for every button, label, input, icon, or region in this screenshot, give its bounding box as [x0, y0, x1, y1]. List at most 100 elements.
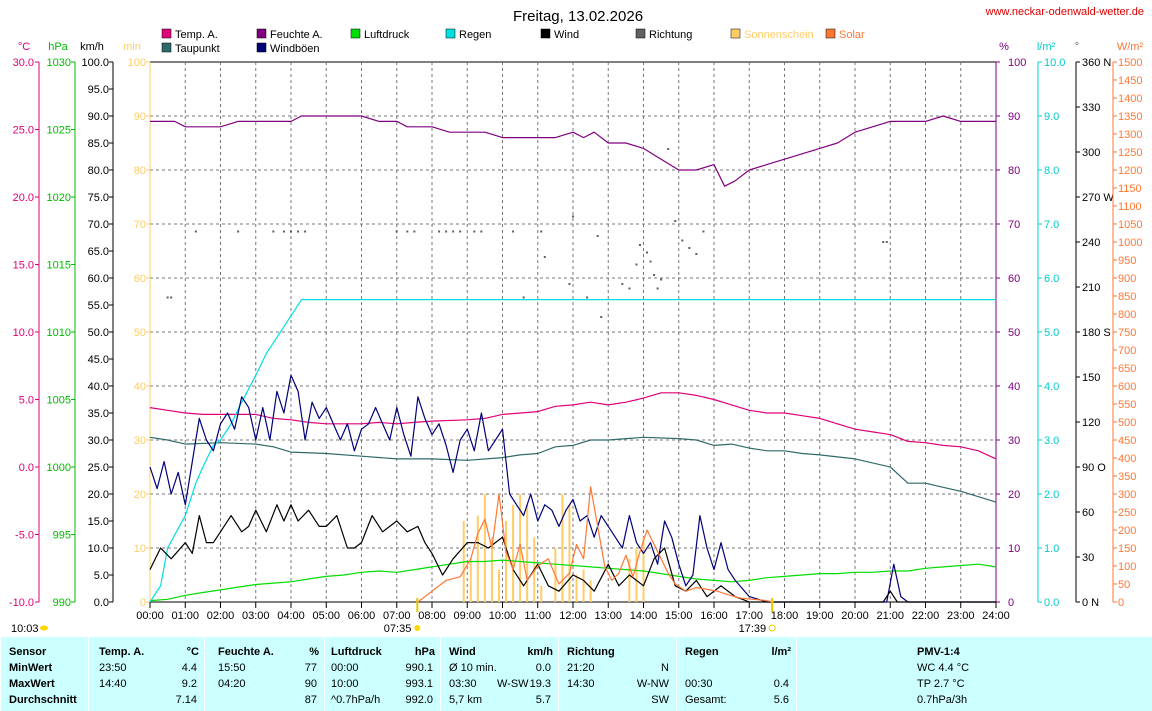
sunshine-bar — [519, 494, 522, 602]
solar-tick-label: 600 — [1118, 381, 1136, 393]
legend-label: Windböen — [270, 43, 320, 55]
wind-tick-label: 25.0 — [88, 462, 109, 474]
sun-tick-label: 30 — [134, 435, 146, 447]
pressure-tick-label: 1005 — [47, 395, 71, 407]
direction-point — [512, 230, 515, 233]
solar-tick-label: 1150 — [1118, 183, 1142, 195]
sunshine-bar — [540, 585, 543, 602]
table-header: Luftdruck — [331, 646, 382, 658]
rain-tick-label: 5.0 — [1044, 327, 1059, 339]
direction-point — [413, 230, 416, 233]
table-cell: 03:30 — [449, 678, 477, 690]
legend-label: Solar — [839, 29, 865, 41]
unit-pressure: hPa — [48, 41, 68, 53]
x-tick-label: 11:00 — [524, 610, 551, 622]
direction-point — [282, 230, 285, 233]
table-cell: 15:50 — [218, 662, 246, 674]
sun-tick-label: 20 — [134, 489, 146, 501]
rain-tick-label: 7.0 — [1044, 219, 1059, 231]
direction-point — [656, 287, 659, 290]
table-cell: 0.7hPa/3h — [917, 694, 968, 706]
humidity-tick-label: 60 — [1008, 273, 1020, 285]
x-tick-label: 19:00 — [806, 610, 834, 622]
legend-swatch — [635, 28, 646, 39]
left-axes: 30.025.020.015.010.05.00.0-5.0-10.010301… — [9, 57, 151, 609]
current-time-label: 10:03 — [11, 623, 39, 635]
legend-label: Richtung — [649, 29, 692, 41]
wind-tick-label: 90.0 — [88, 111, 109, 123]
wind-tick-label: 40.0 — [88, 381, 109, 393]
website-link[interactable]: www.neckar-odenwald-wetter.de — [985, 6, 1144, 18]
direction-point — [667, 148, 670, 150]
direction-point — [635, 263, 638, 266]
series-windb-en — [149, 374, 996, 603]
direction-point — [653, 274, 656, 276]
sunset-label: 17:39 — [739, 623, 767, 635]
table-header: Richtung — [567, 646, 615, 658]
direction-point — [638, 244, 641, 246]
direction-point — [540, 230, 543, 233]
unit-sun: min — [123, 41, 141, 53]
wind-tick-label: 50.0 — [88, 327, 109, 339]
solar-tick-label: 750 — [1118, 327, 1136, 339]
series-luftdruck — [149, 559, 997, 602]
wind-tick-label: 95.0 — [88, 84, 109, 96]
pressure-tick-label: 1010 — [47, 327, 71, 339]
x-axis: 00:00 01:00 02:00 03:00 04:00 05:00 06:00 07:00… — [136, 602, 1010, 622]
dir-tick-label: 0 N — [1082, 597, 1099, 609]
table-header: Feuchte A. — [218, 646, 274, 658]
humidity-tick-label: 40 — [1008, 381, 1020, 393]
table-cell: 00:00 — [331, 662, 359, 674]
solar-tick-label: 400 — [1118, 453, 1136, 465]
solar-tick-label: 1050 — [1118, 219, 1142, 231]
x-tick-label: 20:00 — [841, 610, 869, 622]
direction-point — [166, 296, 169, 299]
direction-point — [882, 241, 885, 243]
legend-label: Luftdruck — [364, 29, 410, 41]
sunshine-bar — [582, 569, 585, 602]
sunshine-bar — [512, 504, 515, 602]
direction-point — [596, 235, 599, 237]
wind-tick-label: 0.0 — [94, 597, 109, 609]
direction-point — [395, 230, 398, 233]
sunshine-bar — [589, 580, 592, 602]
x-tick-label: 05:00 — [312, 610, 340, 622]
solar-tick-label: 0 — [1118, 597, 1124, 609]
humidity-tick-label: 50 — [1008, 327, 1020, 339]
dir-tick-label: 300 — [1082, 147, 1100, 159]
humidity-tick-label: 20 — [1008, 489, 1020, 501]
direction-point — [194, 230, 197, 233]
legend-label: Regen — [459, 29, 491, 41]
solar-tick-label: 450 — [1118, 435, 1136, 447]
table-unit: l/m² — [771, 646, 791, 658]
sun-tick-label: 80 — [134, 165, 146, 177]
wind-tick-label: 80.0 — [88, 165, 109, 177]
pressure-tick-label: 1025 — [47, 125, 71, 137]
direction-point — [473, 230, 476, 233]
direction-point — [480, 230, 483, 233]
x-tick-label: 13:00 — [594, 610, 622, 622]
direction-point — [600, 316, 603, 318]
legend-swatch — [445, 28, 456, 39]
solar-tick-label: 1250 — [1118, 147, 1142, 159]
series-wind — [149, 504, 996, 603]
x-tick-label: 01:00 — [171, 610, 199, 622]
table-unit: °C — [186, 646, 199, 658]
table-value: 7.14 — [175, 694, 197, 706]
legend-swatch — [730, 28, 741, 39]
solar-tick-label: 1350 — [1118, 111, 1142, 123]
sunshine-bar — [483, 494, 486, 602]
direction-point — [304, 230, 307, 233]
x-tick-label: 09:00 — [453, 610, 481, 622]
wind-tick-label: 45.0 — [88, 354, 109, 366]
dir-tick-label: 150 — [1082, 372, 1100, 384]
dir-tick-label: 270 W — [1082, 192, 1114, 204]
dir-tick-label: 30 — [1082, 552, 1094, 564]
rain-tick-label: 1.0 — [1044, 543, 1059, 555]
x-tick-label: 06:00 — [348, 610, 376, 622]
table-value: 5.6 — [773, 694, 789, 706]
x-tick-label: 12:00 — [559, 610, 587, 622]
rain-tick-label: 3.0 — [1044, 435, 1059, 447]
dir-tick-label: 360 N — [1082, 57, 1111, 69]
table-value: 19.3 — [529, 678, 551, 690]
